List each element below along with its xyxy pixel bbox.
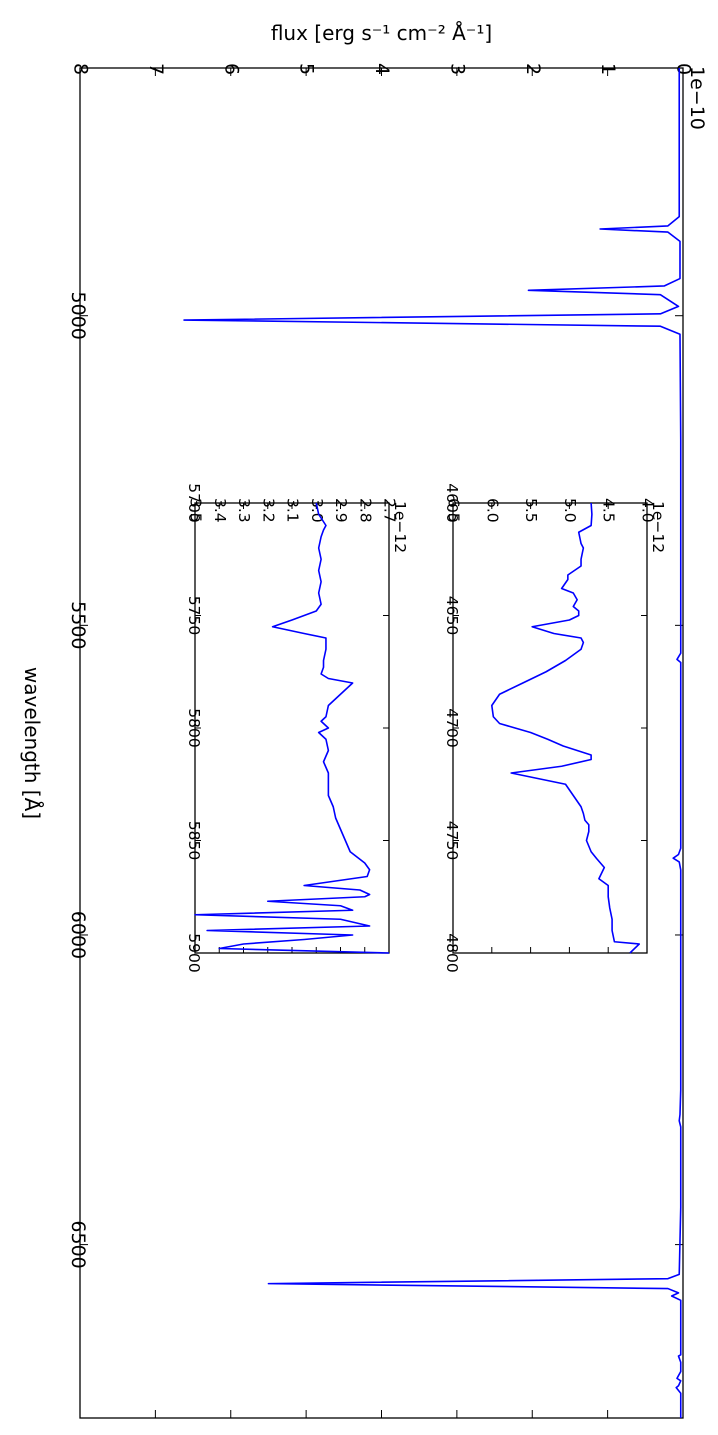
x-tick-label: 5750 — [185, 596, 203, 635]
y-tick-label: 6 — [220, 63, 242, 75]
y-tick-label: 5.5 — [522, 498, 540, 523]
y-tick-label: 3.2 — [259, 498, 277, 523]
inset-plot-5700-5900: 5700 5750 5800 5850 5900 2.7 2.8 2.9 3.0 3.1 3.2 3.… — [185, 483, 409, 972]
y-tick-label: 5.0 — [561, 498, 579, 523]
y-tick-label: 2.7 — [381, 498, 399, 523]
x-tick-label: 6500 — [67, 1220, 89, 1268]
inset-plot-4600-4800: 4600 4650 4700 4750 4800 4.0 4.5 5.0 5.5 6.0 6.5 1e… — [443, 483, 667, 972]
y-tick-label: 3 — [446, 63, 468, 75]
y-tick-label: 7 — [145, 63, 167, 75]
x-tick-label: 4600 — [443, 483, 461, 522]
y-tick-label: 3.0 — [308, 498, 326, 523]
y-tick-label: 3.1 — [284, 498, 302, 523]
y-tick-label: 6.5 — [445, 498, 463, 523]
x-axis-label: wavelength [Å] — [20, 667, 44, 819]
x-tick-label: 4800 — [443, 933, 461, 972]
axes-frame — [194, 502, 390, 954]
y-tick-label: 8 — [70, 63, 92, 75]
x-tick-label: 5000 — [67, 292, 89, 340]
x-tick-label: 5850 — [185, 821, 203, 860]
y-tick-label: 1 — [597, 63, 619, 75]
y-tick-label: 2 — [522, 63, 544, 75]
y-tick-label: 3.4 — [211, 498, 229, 523]
y-offset-label: 1e−12 — [391, 501, 409, 553]
y-offset-label: 1e−10 — [686, 66, 708, 130]
axes-frame — [452, 502, 648, 954]
y-axis-label: flux [erg s⁻¹ cm⁻² Å⁻¹] — [271, 21, 492, 45]
y-tick-label: 6.0 — [483, 498, 501, 523]
x-tick-label: 6000 — [67, 911, 89, 959]
y-tick-label: 3.3 — [235, 498, 253, 523]
y-offset-label: 1e−12 — [649, 501, 667, 553]
y-tick-label: 4.0 — [639, 498, 657, 523]
spectrum-series-line — [194, 502, 390, 954]
y-tick-label: 2.9 — [332, 498, 350, 523]
y-tick-label: 4 — [371, 63, 393, 75]
y-tick-label: 0 — [673, 63, 695, 75]
x-tick-label: 4650 — [443, 596, 461, 635]
x-tick-label: 4750 — [443, 821, 461, 860]
x-tick-label: 5500 — [67, 601, 89, 649]
x-tick-label: 4700 — [443, 708, 461, 747]
x-tick-label: 5800 — [185, 708, 203, 747]
spectrum-series-line — [491, 502, 641, 954]
spectrum-series-line — [183, 68, 682, 1418]
y-tick-label: 2.8 — [356, 498, 374, 523]
y-tick-label: 4.5 — [600, 498, 618, 523]
y-tick-label: 3.5 — [187, 498, 205, 523]
x-tick-label: 5700 — [185, 483, 203, 522]
y-tick-label: 5 — [296, 63, 318, 75]
x-tick-label: 5900 — [185, 933, 203, 972]
